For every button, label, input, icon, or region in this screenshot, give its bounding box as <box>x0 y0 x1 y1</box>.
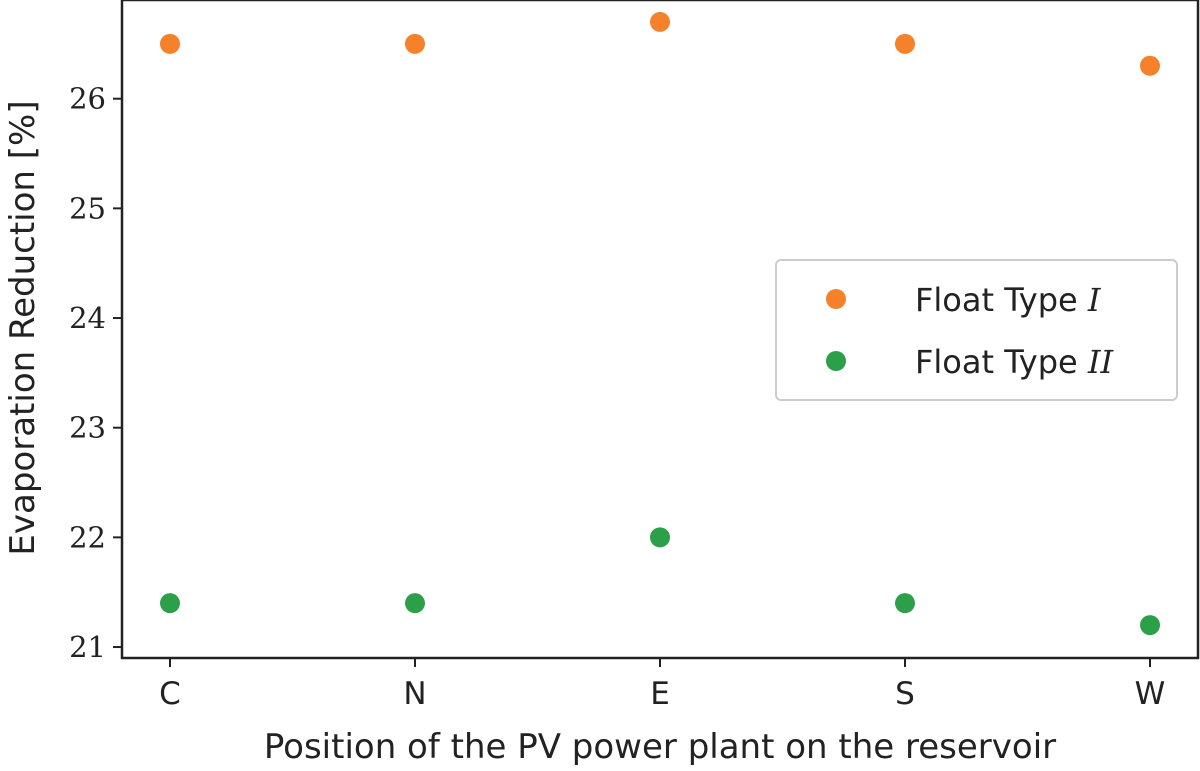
y-tick-label: 26 <box>69 82 106 116</box>
legend-marker-float-type-1 <box>826 289 846 309</box>
legend-label-float-type-1: Float Type I <box>915 281 1102 319</box>
legend-marker-float-type-2 <box>826 351 846 371</box>
data-point-series-1-s <box>895 33 915 54</box>
legend: Float Type I Float Type II <box>775 259 1178 401</box>
data-point-series-1-e <box>650 11 670 32</box>
data-point-series-1-w <box>1140 55 1160 76</box>
y-axis-title: Evaporation Reduction [%] <box>3 100 43 555</box>
data-point-series-1-n <box>405 33 425 54</box>
y-tick-label: 21 <box>69 630 106 664</box>
y-axis: 21 22 23 24 25 26 <box>69 82 122 664</box>
data-point-series-2-s <box>895 593 915 614</box>
data-point-series-1-c <box>160 33 180 54</box>
x-axis-title: Position of the PV power plant on the re… <box>264 727 1056 767</box>
x-tick-label: S <box>895 676 915 712</box>
data-points <box>160 11 1160 636</box>
legend-label-float-type-2: Float Type II <box>915 343 1115 381</box>
y-tick-label: 22 <box>69 520 106 554</box>
data-point-series-2-c <box>160 593 180 614</box>
x-tick-label: C <box>159 676 181 712</box>
data-point-series-2-e <box>650 527 670 548</box>
legend-box <box>775 259 1178 401</box>
data-point-series-2-n <box>405 593 425 614</box>
y-tick-label: 23 <box>69 411 106 445</box>
y-tick-label: 24 <box>69 301 106 335</box>
data-point-series-2-w <box>1140 615 1160 636</box>
x-tick-label: N <box>403 676 426 712</box>
y-tick-label: 25 <box>69 191 106 225</box>
x-tick-label: E <box>650 676 670 712</box>
x-tick-label: W <box>1135 676 1166 712</box>
